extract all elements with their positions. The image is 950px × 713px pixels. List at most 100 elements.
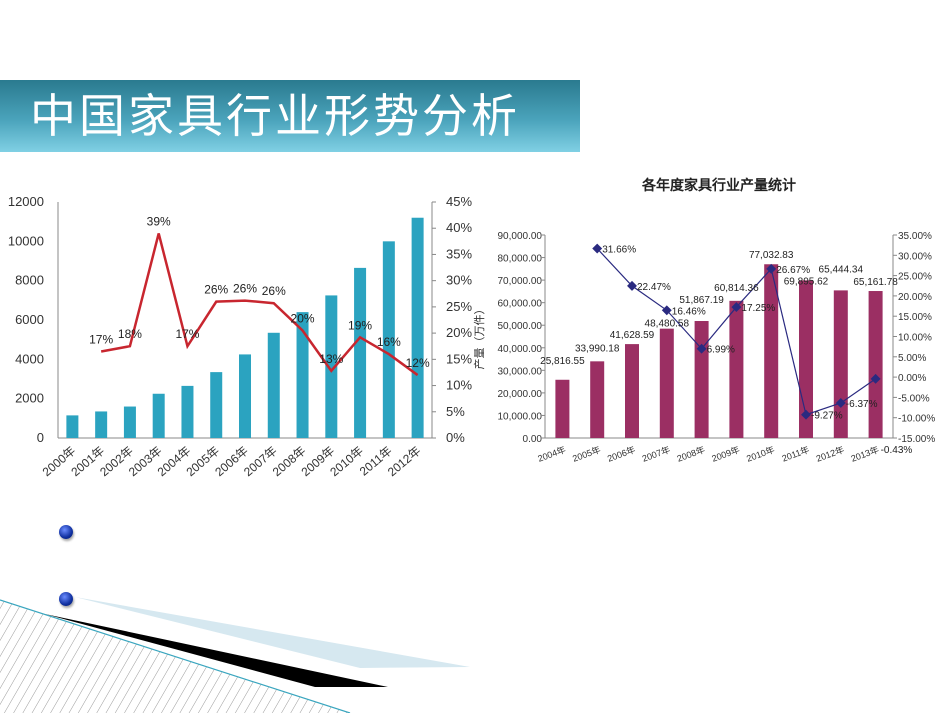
y-tick-label: 2000: [15, 391, 44, 406]
accent-line: [0, 599, 351, 713]
y-tick-label: 90,000.00: [498, 231, 543, 242]
line-data-label: -9.27%: [811, 411, 843, 422]
bar: [694, 321, 709, 438]
bullet-icon: [59, 525, 73, 539]
bar: [868, 291, 883, 438]
y-tick-label: 12000: [8, 194, 44, 209]
bar-data-label: 65,161.78: [853, 277, 898, 288]
y2-tick-label: 10%: [446, 378, 472, 393]
y2-tick-label: 30.00%: [898, 251, 932, 262]
y2-tick-label: 15.00%: [898, 312, 932, 323]
bar: [729, 300, 744, 438]
black-stripe: [45, 614, 388, 687]
x-tick-label: 2008年: [675, 444, 706, 464]
y2-tick-label: 20.00%: [898, 292, 932, 303]
x-tick-label: 2009年: [710, 444, 741, 464]
y2-tick-label: -10.00%: [898, 414, 935, 425]
bar: [625, 344, 639, 438]
y2-tick-label: 15%: [446, 351, 472, 366]
y2-tick-label: 0.00%: [898, 373, 926, 384]
bar: [555, 379, 570, 438]
x-tick-label: 2007年: [640, 444, 671, 464]
bar: [411, 217, 424, 438]
line-data-label: 22.47%: [637, 282, 671, 293]
line-marker: [696, 343, 707, 354]
line-data-label: 26%: [204, 283, 228, 297]
bar: [354, 267, 367, 438]
y-tick-label: 40,000.00: [498, 344, 543, 355]
bar-data-label: 69,895.62: [784, 276, 829, 287]
line-marker: [801, 409, 811, 420]
y-tick-label: 8000: [15, 273, 44, 288]
y2-tick-label: 35%: [446, 246, 472, 261]
x-tick-label: 2010年: [745, 444, 776, 464]
y2-tick-label: 10.00%: [898, 333, 932, 344]
y-tick-label: 60,000.00: [498, 299, 543, 310]
bar-data-label: 65,444.34: [819, 264, 864, 275]
bar-data-label: 25,816.55: [540, 356, 585, 367]
x-tick-label: 2011年: [780, 444, 810, 464]
bar-data-label: 60,814.36: [714, 283, 759, 294]
bar: [181, 385, 194, 438]
y-tick-label: 70,000.00: [498, 276, 543, 287]
bar: [239, 354, 251, 438]
y-tick-label: 6000: [15, 312, 44, 327]
line-data-label: 31.66%: [602, 245, 636, 256]
y2-tick-label: 20%: [446, 325, 472, 340]
line-data-label: 17.25%: [741, 303, 775, 314]
y2-tick-label: 40%: [446, 220, 472, 235]
y2-tick-label: 45%: [446, 194, 472, 209]
line-marker: [592, 243, 603, 254]
line-marker: [835, 398, 846, 408]
line-data-label: 19%: [348, 318, 372, 332]
bar-data-label: 51,867.19: [679, 295, 724, 306]
line-marker: [870, 373, 881, 384]
bar: [296, 312, 309, 438]
bar: [325, 295, 338, 438]
bar: [123, 406, 136, 438]
title-banner: 中国家具行业形势分析: [0, 80, 580, 152]
y-tick-label: 80,000.00: [498, 254, 543, 265]
line-data-label: -0.43%: [881, 445, 913, 456]
y2-tick-label: 25%: [446, 299, 472, 314]
line-data-label: 16.46%: [672, 306, 706, 317]
y2-tick-label: -5.00%: [898, 393, 930, 404]
x-tick-label: 2012年: [814, 444, 845, 464]
growth-line: [100, 233, 419, 377]
y2-tick-label: 5.00%: [898, 353, 926, 364]
bar-data-label: 77,032.83: [749, 250, 794, 261]
bar: [210, 372, 223, 438]
line-data-label: 26.67%: [776, 265, 810, 276]
line-marker: [766, 263, 777, 274]
y-tick-label: 10,000.00: [498, 411, 543, 422]
y-tick-label: 4000: [15, 351, 44, 366]
bar: [152, 393, 165, 438]
bar-data-label: 48,480.58: [645, 319, 690, 330]
chart-title: 各年度家具行业产量统计: [641, 177, 796, 193]
line-data-label: 12%: [406, 356, 430, 370]
bar-data-label: 33,990.18: [575, 343, 620, 354]
bar: [95, 411, 108, 438]
line-data-label: 17%: [175, 327, 199, 341]
y2-tick-label: 5%: [446, 404, 465, 419]
line-data-label: 26%: [233, 282, 257, 296]
light-stripe: [75, 597, 470, 668]
y-tick-label: 0.00: [523, 434, 543, 445]
bar-data-label: 41,628.59: [610, 330, 655, 341]
line-data-label: 13%: [319, 352, 343, 366]
x-tick-label: 2004年: [536, 444, 567, 464]
y2-tick-label: 0%: [446, 430, 465, 445]
y2-tick-label: 25.00%: [898, 272, 932, 283]
y-tick-label: 0: [37, 430, 44, 445]
bar: [659, 328, 674, 438]
bar: [267, 332, 280, 438]
y-tick-label: 10000: [8, 233, 44, 248]
y2-tick-label: 30%: [446, 273, 472, 288]
line-data-label: -6.37%: [846, 399, 878, 410]
line-data-label: 26%: [262, 284, 286, 298]
y-tick-label: 50,000.00: [498, 321, 543, 332]
bar: [66, 415, 79, 438]
x-tick-label: 2013年: [849, 444, 880, 464]
